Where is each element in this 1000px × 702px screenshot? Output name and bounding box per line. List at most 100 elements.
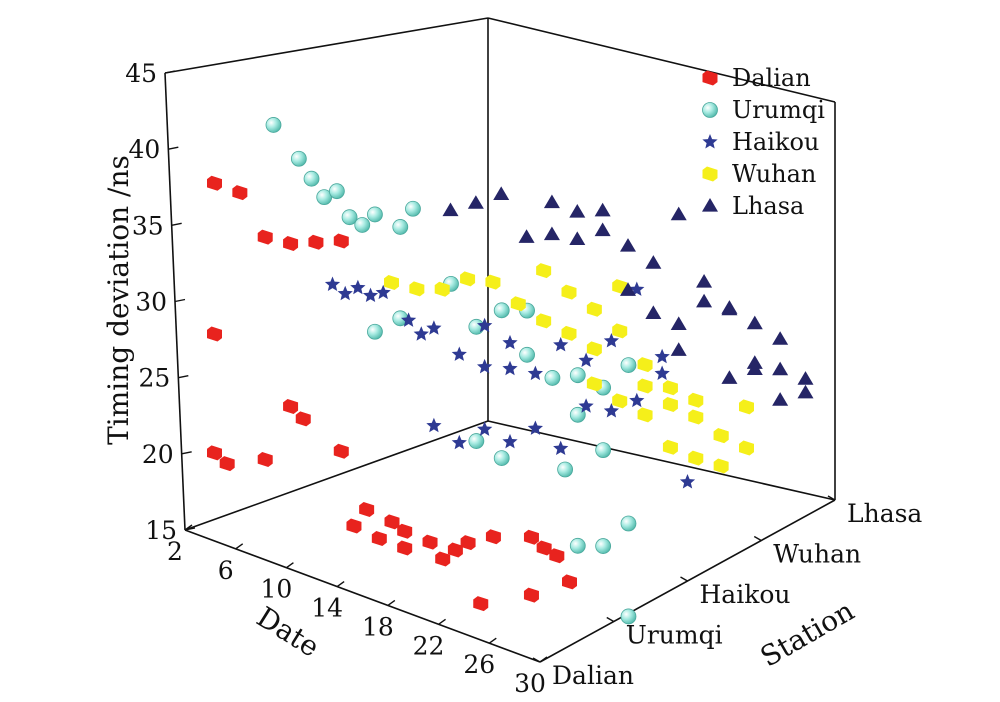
y-tick-label: Dalian: [552, 661, 634, 690]
point-lhasa: [620, 238, 636, 252]
point-urumqi: [620, 357, 637, 373]
x-tick-label: 26: [463, 650, 495, 679]
point-wuhan: [662, 439, 678, 455]
point-wuhan: [586, 341, 602, 357]
z-tick-label: 45: [125, 59, 157, 88]
point-haikou: [362, 287, 379, 302]
point-urumqi: [569, 537, 586, 554]
x-tick-mark: [336, 581, 345, 588]
point-dalian: [523, 529, 539, 545]
z-axis: 15 20 25 30 35 40 45: [125, 59, 196, 545]
point-urumqi: [367, 206, 383, 223]
point-lhasa: [594, 222, 611, 237]
x-tick-mark: [387, 599, 396, 606]
point-haikou: [527, 365, 543, 381]
series-wuhan: [384, 263, 754, 474]
point-urumqi: [290, 150, 307, 167]
point-lhasa: [772, 361, 789, 376]
point-haikou: [451, 434, 467, 450]
y-tick-mark: [827, 495, 836, 501]
series-haikou: [324, 276, 696, 489]
point-wuhan: [739, 440, 754, 456]
legend-marker-wuhan: [702, 166, 718, 182]
point-dalian: [523, 587, 539, 603]
point-haikou: [578, 352, 594, 367]
point-urumqi: [519, 346, 535, 363]
point-wuhan: [688, 409, 704, 425]
point-wuhan: [688, 450, 704, 466]
point-urumqi: [569, 406, 586, 423]
frame-top-left-edge: [164, 17, 489, 74]
z-tick-mark: [171, 222, 182, 227]
point-urumqi: [595, 442, 612, 459]
point-haikou: [426, 417, 442, 433]
frame-top-right-edge: [487, 17, 836, 103]
point-lhasa: [721, 300, 738, 314]
point-dalian: [295, 411, 311, 427]
x-tick-label: 14: [311, 594, 343, 623]
point-dalian: [371, 531, 387, 547]
x-tick-mark: [235, 543, 244, 550]
z-tick-mark: [174, 298, 186, 303]
z-tick-mark: [164, 70, 176, 74]
point-urumqi: [569, 367, 586, 384]
point-dalian: [485, 529, 501, 545]
legend-marker-dalian: [702, 70, 718, 86]
x-tick-mark: [438, 618, 446, 625]
point-wuhan: [485, 274, 501, 290]
point-wuhan: [612, 323, 628, 339]
point-haikou: [502, 334, 518, 350]
point-lhasa: [721, 370, 738, 384]
legend-label: Wuhan: [732, 160, 816, 188]
point-lhasa: [772, 392, 789, 406]
series-dalian: [207, 175, 577, 612]
x-tick-mark: [488, 637, 497, 644]
legend-marker-urumqi: [702, 102, 718, 118]
point-haikou: [477, 317, 493, 333]
point-haikou: [553, 440, 569, 455]
point-wuhan: [510, 296, 526, 312]
point-dalian: [346, 518, 362, 534]
point-haikou: [350, 279, 366, 295]
point-urumqi: [493, 302, 510, 319]
z-tick-mark: [178, 374, 189, 379]
x-tick-label: 10: [261, 575, 293, 604]
y-tick-label: Wuhan: [773, 540, 861, 569]
point-dalian: [207, 175, 222, 191]
point-lhasa: [670, 206, 687, 221]
point-lhasa: [569, 203, 586, 218]
point-wuhan: [586, 301, 602, 317]
point-dalian: [359, 501, 375, 517]
legend-label: Haikou: [732, 128, 819, 156]
point-haikou: [324, 276, 341, 291]
point-dalian: [562, 574, 577, 590]
point-urumqi: [468, 433, 485, 449]
point-haikou: [375, 284, 391, 300]
point-urumqi: [354, 217, 371, 233]
data-points: [207, 117, 814, 625]
point-urumqi: [341, 209, 358, 226]
point-lhasa: [696, 293, 713, 308]
point-wuhan: [688, 392, 704, 408]
point-wuhan: [713, 428, 729, 444]
point-lhasa: [467, 195, 484, 209]
point-dalian: [308, 234, 324, 250]
point-wuhan: [662, 380, 678, 396]
point-lhasa: [797, 371, 814, 385]
point-dalian: [232, 185, 248, 201]
point-lhasa: [543, 194, 560, 209]
point-lhasa: [797, 384, 814, 399]
point-lhasa: [645, 305, 662, 319]
frame-floor-left-back-edge: [184, 420, 489, 531]
point-lhasa: [746, 361, 763, 375]
point-dalian: [435, 551, 451, 567]
point-dalian: [333, 233, 349, 249]
y-tick-mark: [753, 535, 762, 542]
point-wuhan: [561, 284, 577, 300]
point-wuhan: [662, 397, 678, 413]
point-haikou: [426, 320, 442, 335]
x-tick-label: 18: [362, 612, 394, 641]
point-lhasa: [569, 231, 586, 246]
